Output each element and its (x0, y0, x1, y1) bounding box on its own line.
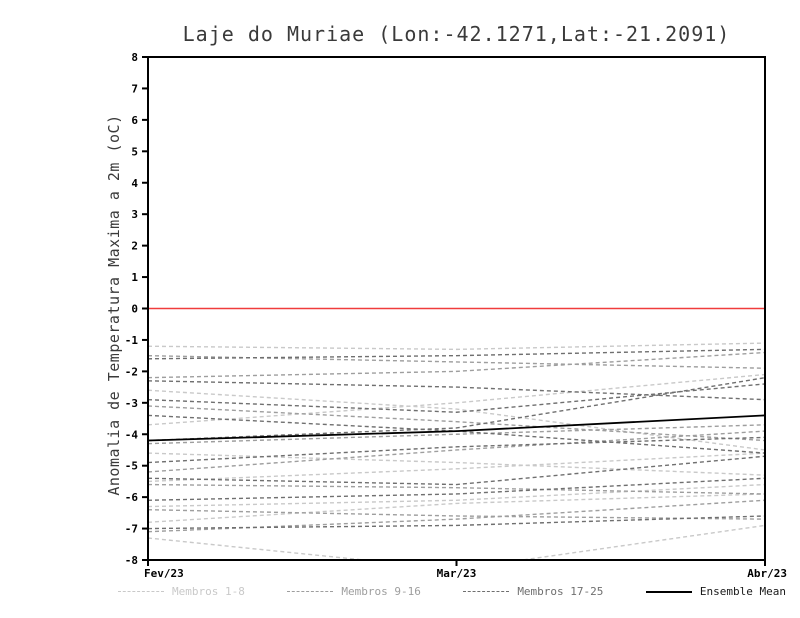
legend-label: Membros 1-8 (172, 585, 245, 598)
x-tick-label: Abr/23 (747, 567, 787, 580)
legend-item-membros-17-25: Membros 17-25 (463, 585, 603, 598)
y-tick-label: -3 (125, 397, 138, 410)
ensemble-member-line (148, 354, 765, 369)
legend-line-swatch (287, 591, 334, 592)
ensemble-member-line (148, 493, 765, 523)
ensemble-member-line (148, 509, 765, 520)
ensemble-member-line (148, 383, 765, 413)
ensemble-member-line (148, 342, 765, 351)
y-tick-label: -1 (125, 334, 139, 347)
ensemble-member-line (148, 499, 765, 533)
ensemble-mean-line (148, 414, 765, 442)
ensemble-member-line (148, 455, 765, 486)
y-tick-label: 1 (131, 271, 138, 284)
y-tick-label: 3 (131, 208, 138, 221)
legend-item-membros-9-16: Membros 9-16 (287, 585, 421, 598)
ensemble-member-line (148, 436, 765, 464)
ensemble-member-line (148, 430, 765, 473)
ensemble-member-line (148, 452, 765, 476)
legend-item-ensemble-mean: Ensemble Mean (645, 585, 786, 598)
y-tick-label: 8 (131, 51, 138, 64)
ensemble-member-line (148, 373, 765, 426)
y-tick-label: 5 (131, 145, 138, 158)
ensemble-member-line (148, 452, 765, 483)
legend-line-swatch (463, 591, 510, 592)
ensemble-member-line (148, 424, 765, 445)
ensemble-member-line (148, 380, 765, 401)
ensemble-member-line (148, 348, 765, 360)
ensemble-member-line (148, 483, 765, 508)
y-tick-label: -6 (125, 491, 139, 504)
legend-line-swatch (645, 590, 692, 593)
y-tick-label: 6 (131, 114, 138, 127)
legend-item-membros-1-8: Membros 1-8 (118, 585, 245, 598)
legend-line-swatch (118, 591, 164, 592)
ensemble-member-line (148, 483, 765, 495)
ensemble-member-line (148, 376, 765, 442)
ensemble-member-line (148, 405, 765, 442)
y-tick-label: -5 (125, 460, 138, 473)
x-tick-label: Fev/23 (144, 567, 184, 580)
y-tick-label: -7 (125, 523, 138, 536)
y-tick-label: 2 (131, 240, 138, 253)
ensemble-member-line (148, 351, 765, 379)
x-tick-label: Mar/23 (437, 567, 477, 580)
ensemble-member-line (148, 515, 765, 530)
ensemble-member-line (148, 389, 765, 451)
y-tick-label: 4 (131, 177, 138, 190)
legend-label: Ensemble Mean (699, 585, 786, 598)
y-tick-label: 0 (131, 303, 138, 316)
legend-label: Membros 9-16 (341, 585, 421, 598)
ensemble-member-line (148, 477, 765, 501)
y-tick-label: 7 (131, 82, 138, 95)
y-tick-label: -4 (125, 428, 139, 441)
legend: Membros 1-8 Membros 9-16 Membros 17-25 E… (118, 585, 786, 598)
chart-title: Laje do Muriae (Lon:-42.1271,Lat:-21.209… (182, 22, 731, 46)
legend-label: Membros 17-25 (517, 585, 604, 598)
y-tick-label: -2 (125, 365, 138, 378)
y-tick-label: -8 (125, 554, 138, 567)
